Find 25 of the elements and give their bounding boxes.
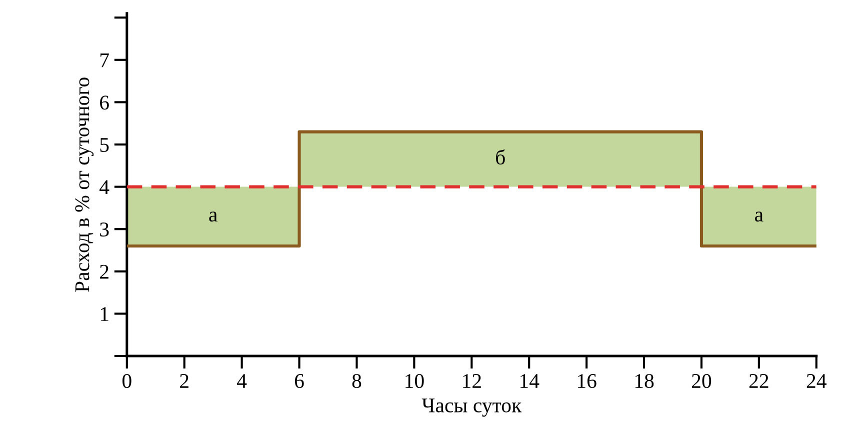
annotation: а <box>209 212 218 222</box>
y-tick-label: 2 <box>100 264 108 279</box>
x-tick-label: 20 <box>692 374 712 388</box>
y-tick-label: 1 <box>100 307 108 321</box>
y-tick-label: 5 <box>100 138 109 152</box>
x-axis-title: Часы суток <box>422 398 522 417</box>
annotation: а <box>755 212 764 222</box>
y-tick-label: 4 <box>100 180 110 194</box>
x-tick-label: 24 <box>806 374 826 388</box>
x-tick-label: 6 <box>294 374 304 388</box>
x-tick-label: 10 <box>406 374 424 388</box>
x-tick-label: 12 <box>463 374 481 388</box>
x-tick-label: 8 <box>352 374 362 388</box>
y-tick-label: 3 <box>100 222 109 237</box>
y-tick-label: 6 <box>100 96 109 110</box>
x-tick-label: 22 <box>749 374 768 388</box>
x-tick-label: 14 <box>520 374 540 388</box>
x-tick-label: 18 <box>635 374 654 388</box>
x-tick-label: 2 <box>180 374 188 388</box>
x-tick-label: 0 <box>122 374 132 388</box>
x-tick-label: 16 <box>578 374 596 388</box>
y-tick-label: 7 <box>100 53 109 68</box>
y-axis-title: Расход в % от суточного <box>75 78 94 292</box>
annotation: б <box>496 149 505 165</box>
x-tick-label: 4 <box>237 374 247 388</box>
